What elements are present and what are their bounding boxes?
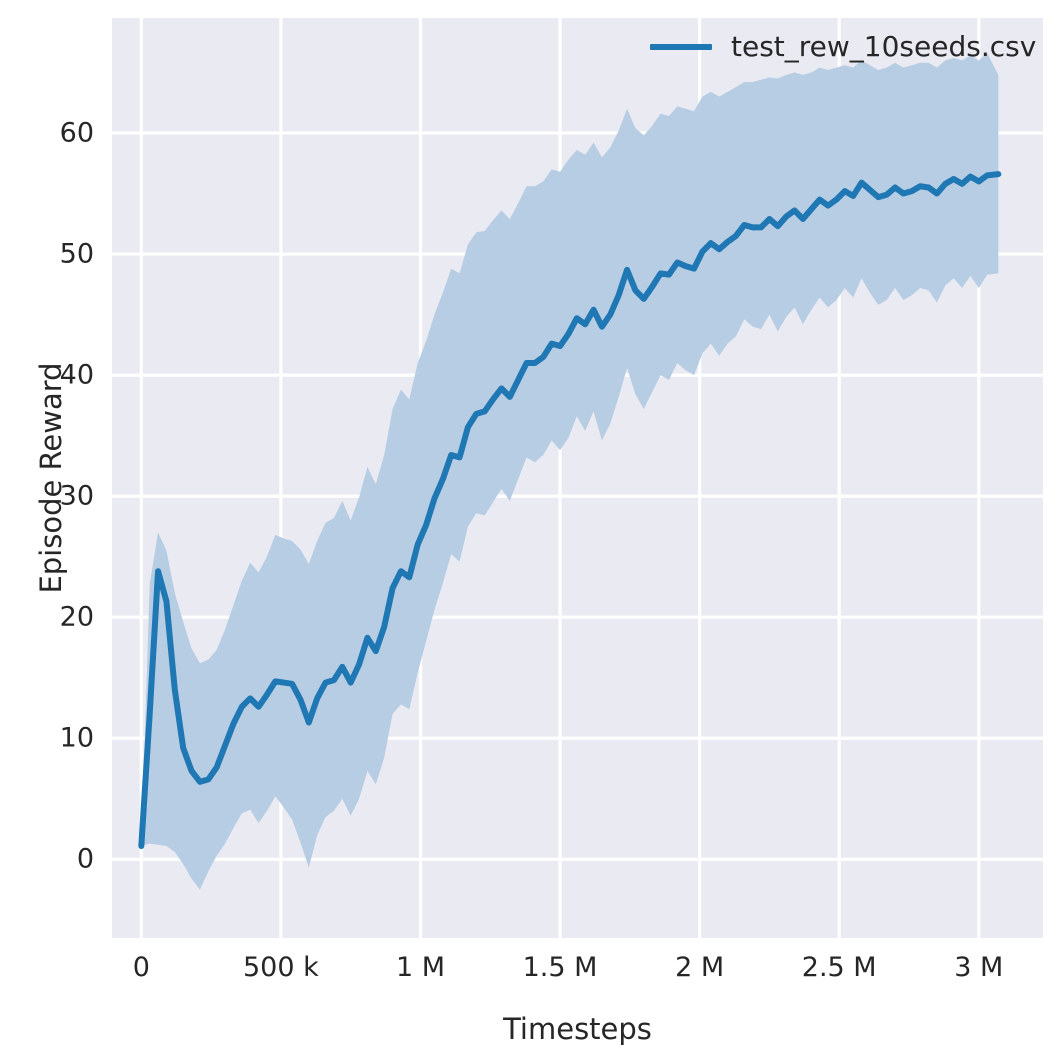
y-tick-label: 60 <box>59 117 94 149</box>
x-tick-label: 2 M <box>675 952 725 983</box>
y-axis-label: Episode Reward <box>34 362 68 594</box>
y-tick-label: 20 <box>59 601 94 633</box>
y-tick-label: 40 <box>59 359 94 391</box>
x-axis-label: Timesteps <box>503 1012 652 1046</box>
confidence-band <box>141 53 999 890</box>
x-tick-label: 1.5 M <box>522 952 598 983</box>
plot-svg <box>112 18 1043 938</box>
x-tick-label: 1 M <box>395 952 445 983</box>
legend-label: test_rew_10seeds.csv <box>731 30 1037 63</box>
y-tick-label: 10 <box>59 722 94 754</box>
legend[interactable]: test_rew_10seeds.csv <box>650 30 1036 63</box>
y-tick-label: 30 <box>59 480 94 512</box>
x-tick-label: 0 <box>132 952 150 983</box>
x-tick-label: 2.5 M <box>801 952 877 983</box>
mean-reward-line <box>138 171 1002 849</box>
legend-line-swatch <box>650 43 712 50</box>
y-tick-label: 0 <box>76 843 94 875</box>
y-tick-label: 50 <box>59 238 94 270</box>
x-tick-label: 3 M <box>954 952 1004 983</box>
x-tick-label: 500 k <box>243 952 319 983</box>
plot-area <box>112 18 1043 938</box>
